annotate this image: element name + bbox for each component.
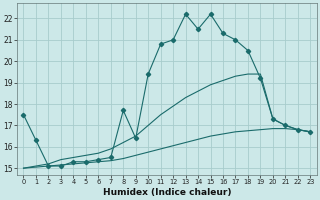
X-axis label: Humidex (Indice chaleur): Humidex (Indice chaleur)	[103, 188, 231, 197]
